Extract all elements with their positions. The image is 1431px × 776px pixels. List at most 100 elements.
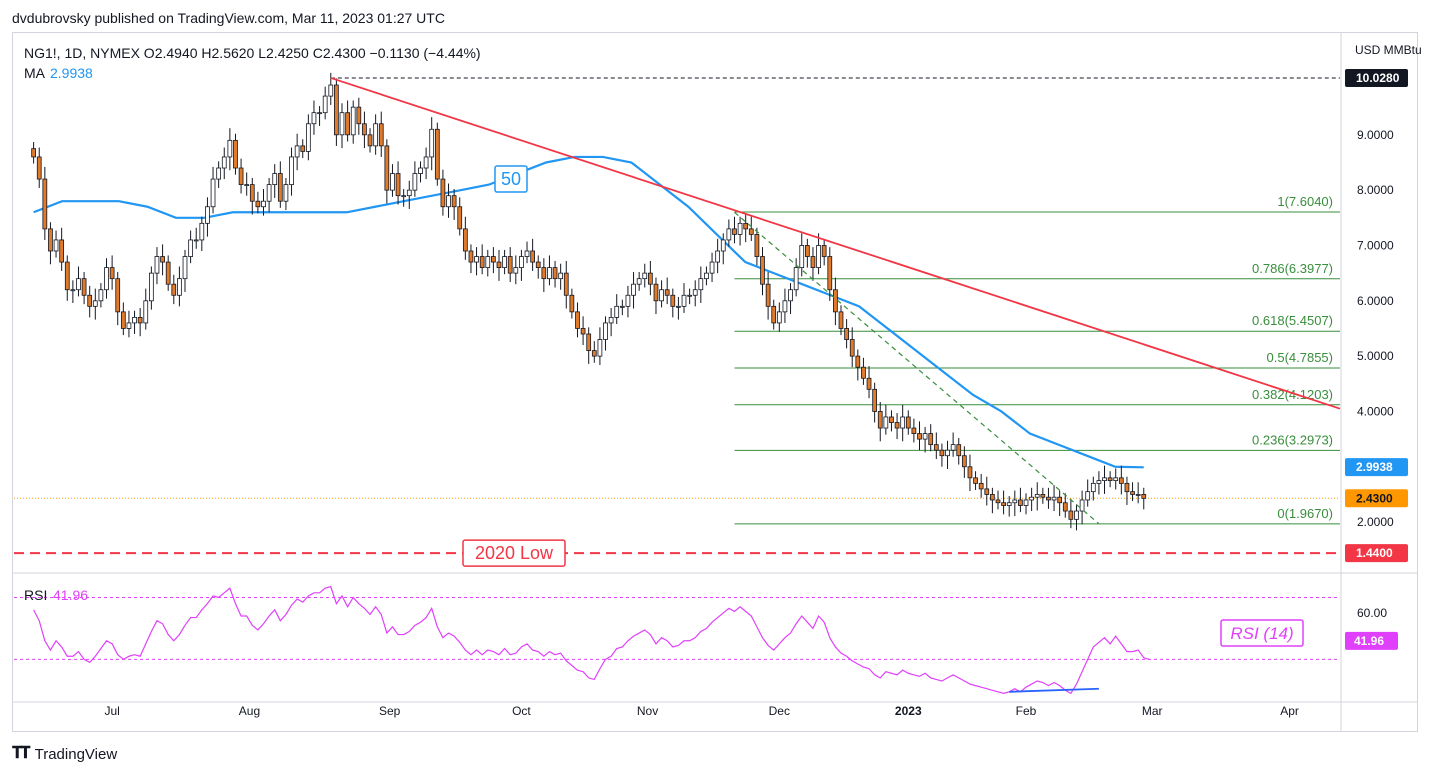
candle-body-down xyxy=(440,178,446,208)
candle-body-up xyxy=(608,316,614,324)
candle xyxy=(597,327,603,365)
candle xyxy=(816,233,821,275)
candle xyxy=(42,166,48,240)
candle xyxy=(76,266,81,297)
downtrend-line xyxy=(330,77,1341,410)
candle xyxy=(676,296,681,320)
price-tag-label: 2.9938 xyxy=(1356,460,1393,474)
candle-body-up xyxy=(614,305,620,318)
candle xyxy=(636,272,642,291)
ma-line xyxy=(33,155,1144,469)
ma-period-box-frame xyxy=(494,165,528,193)
candle xyxy=(502,249,507,275)
candle xyxy=(933,432,939,460)
candle-body-up xyxy=(149,272,154,302)
rsi-pane: 60.00 41.96 RSI (14) xyxy=(14,585,1398,695)
candle-body-up xyxy=(446,195,451,208)
candle xyxy=(765,272,771,320)
candle xyxy=(373,114,378,155)
candle xyxy=(889,410,894,432)
candle-body-down xyxy=(1001,502,1006,506)
candle-body-down xyxy=(990,494,995,501)
candle xyxy=(53,230,59,258)
candle-body-up xyxy=(631,283,636,296)
candle-body-down xyxy=(378,123,384,147)
candle xyxy=(737,216,743,246)
candle xyxy=(788,283,793,315)
candle xyxy=(221,147,227,180)
fib-level-label: 0.618(5.4507) xyxy=(1252,313,1333,328)
candle-body-up xyxy=(210,178,216,208)
publisher-line: dvdubrovsky published on TradingView.com… xyxy=(12,10,445,26)
candle-body-up xyxy=(76,278,81,291)
candle-body-down xyxy=(917,433,922,440)
candle xyxy=(939,443,945,467)
candle-body-down xyxy=(838,311,844,329)
symbol-legend[interactable]: NG1!, 1D, NYMEX O2.4940 H2.5620 L2.4250 … xyxy=(24,45,481,61)
candle-body-down xyxy=(1057,496,1063,504)
candle-body-up xyxy=(188,239,193,257)
candle xyxy=(384,139,390,204)
reference-lines xyxy=(14,77,1340,555)
candle-body-down xyxy=(384,145,390,191)
candle-body-down xyxy=(905,416,911,429)
candle-body-up xyxy=(294,145,300,158)
candle xyxy=(507,247,513,282)
candle-body-down xyxy=(277,173,283,202)
rsi-legend-label[interactable]: RSI xyxy=(24,587,47,603)
candle xyxy=(92,288,98,320)
tradingview-logo[interactable]: 𝐓𝐓 TradingView xyxy=(12,745,117,763)
candle-body-down xyxy=(889,416,894,423)
candle xyxy=(109,255,115,290)
candle xyxy=(216,161,222,188)
candle xyxy=(227,128,233,171)
candle-body-up xyxy=(132,316,137,324)
candle-body-down xyxy=(541,267,547,280)
candle-body-down xyxy=(457,206,463,230)
candle-body-up xyxy=(423,156,429,169)
candle-body-down xyxy=(973,477,978,484)
ma-legend-value: 2.9938 xyxy=(50,65,93,81)
candle-body-down xyxy=(81,278,87,296)
candle xyxy=(457,197,463,236)
candle-body-down xyxy=(451,195,457,208)
candle-body-up xyxy=(266,184,272,202)
candle-body-down xyxy=(48,228,53,252)
candle xyxy=(406,180,412,209)
candle xyxy=(922,426,928,453)
candle-body-down xyxy=(844,328,849,340)
candle xyxy=(524,241,530,264)
candle-body-down xyxy=(1068,510,1074,520)
ma-legend-label[interactable]: MA xyxy=(24,65,46,81)
y-tick-label: 9.0000 xyxy=(1357,128,1394,142)
candle-body-up xyxy=(597,339,603,357)
candle-body-up xyxy=(788,289,793,302)
candle xyxy=(1034,482,1040,511)
candle xyxy=(855,349,861,381)
candle xyxy=(861,357,866,385)
candle xyxy=(401,189,407,207)
candle-body-down xyxy=(109,267,115,280)
candle-body-down xyxy=(1141,494,1147,499)
candle xyxy=(479,244,485,275)
candle xyxy=(872,382,878,423)
price-tag: 10.0280 xyxy=(1345,68,1408,87)
candle-body-up xyxy=(793,267,799,291)
candle xyxy=(1029,487,1034,512)
candle-body-up xyxy=(692,289,698,296)
candle-body-up xyxy=(289,156,294,186)
candle xyxy=(687,288,692,305)
candle-body-down xyxy=(115,278,121,313)
candle-body-up xyxy=(715,250,721,263)
candle xyxy=(474,247,479,276)
candle xyxy=(31,142,36,164)
candle-body-up xyxy=(1090,482,1096,493)
chart-frame[interactable] xyxy=(12,32,1418,732)
x-tick-label: Mar xyxy=(1142,704,1163,718)
price-tag: 2.9938 xyxy=(1345,458,1408,477)
candle xyxy=(305,114,311,161)
candle-body-up xyxy=(782,300,788,313)
candle-body-up xyxy=(1012,499,1018,504)
rsi-legend-value: 41.96 xyxy=(53,587,88,603)
